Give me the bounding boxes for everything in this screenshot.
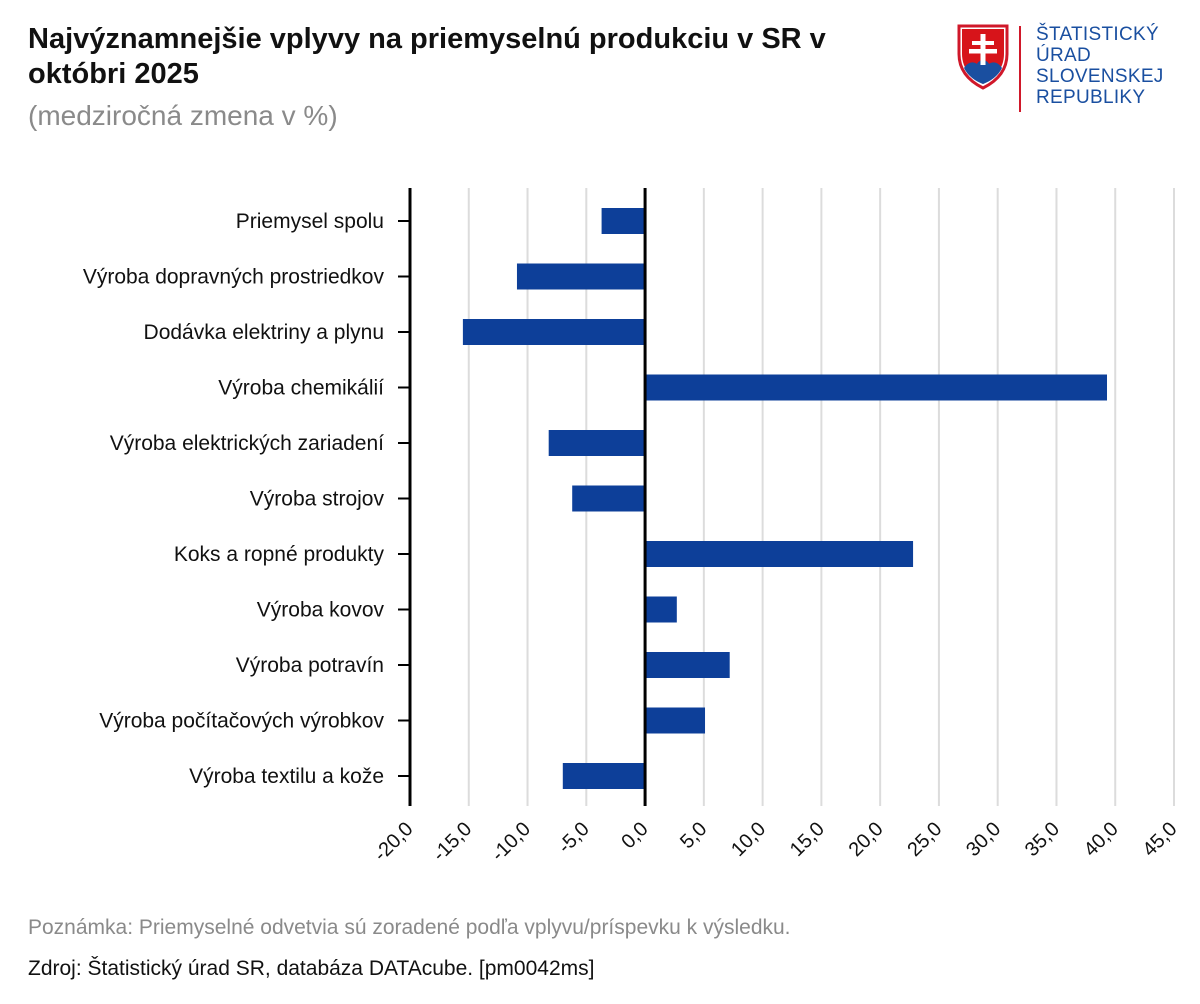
- chart-title: Najvýznamnejšie vplyvy na priemyselnú pr…: [28, 23, 826, 90]
- logo-text: ŠTATISTICKÝ ÚRAD SLOVENSKEJ REPUBLIKY: [1036, 24, 1164, 108]
- bar-chart: Priemysel spolu Výroba dopravných prostri…: [83, 188, 1182, 866]
- category-label: Výroba chemikálií: [218, 377, 384, 400]
- x-tick-label: 10,0: [727, 818, 770, 861]
- slovak-coat-of-arms-icon: [957, 24, 1009, 90]
- bar: [548, 430, 646, 456]
- x-tick-label: -15,0: [429, 818, 477, 866]
- x-tick-label: 20,0: [845, 818, 888, 861]
- category-label: Výroba elektrických zariadení: [110, 432, 384, 455]
- category-label: Výroba kovov: [257, 599, 385, 622]
- bar: [601, 208, 646, 234]
- bar: [516, 263, 646, 290]
- bar: [645, 652, 730, 678]
- category-label: Priemysel spolu: [236, 210, 384, 233]
- x-tick-label: 15,0: [786, 818, 829, 861]
- category-label: Výroba potravín: [236, 654, 384, 677]
- bar: [645, 541, 914, 567]
- category-label: Výroba strojov: [250, 488, 385, 511]
- logo-line: SLOVENSKEJ: [1036, 66, 1164, 87]
- chart-subtitle: (medziročná zmena v %): [28, 100, 338, 131]
- x-tick-label: 0,0: [617, 818, 652, 853]
- logo-line: ÚRAD: [1036, 45, 1092, 66]
- bar: [462, 319, 646, 345]
- category-label: Výroba dopravných prostriedkov: [83, 266, 385, 289]
- x-tick-label: 45,0: [1138, 818, 1181, 861]
- category-label: Výroba počítačových výrobkov: [99, 710, 384, 733]
- x-tick-label: -10,0: [487, 818, 535, 866]
- category-label: Koks a ropné produkty: [174, 543, 385, 566]
- x-tick-label: -20,0: [370, 818, 418, 866]
- category-label: Dodávka elektriny a plynu: [144, 321, 384, 344]
- bar: [572, 485, 646, 512]
- logo-line: ŠTATISTICKÝ: [1036, 24, 1159, 45]
- bar: [645, 707, 706, 734]
- bar: [645, 374, 1108, 401]
- logo-divider: [1019, 26, 1021, 112]
- x-tick-label: 30,0: [962, 818, 1005, 861]
- statistical-office-logo: ŠTATISTICKÝ ÚRAD SLOVENSKEJ REPUBLIKY: [955, 24, 1175, 116]
- bar: [645, 596, 677, 623]
- category-label: Výroba textilu a kože: [189, 765, 384, 788]
- chart-source: Zdroj: Štatistický úrad SR, databáza DAT…: [28, 957, 595, 980]
- chart-note: Poznámka: Priemyselné odvetvia sú zorade…: [28, 916, 791, 939]
- x-tick-label: -5,0: [554, 818, 594, 858]
- x-tick-label: 5,0: [676, 818, 711, 853]
- bar: [562, 763, 646, 789]
- logo-line: REPUBLIKY: [1036, 87, 1146, 108]
- x-tick-label: 35,0: [1021, 818, 1064, 861]
- x-tick-label: 25,0: [903, 818, 946, 861]
- x-tick-label: 40,0: [1080, 818, 1123, 861]
